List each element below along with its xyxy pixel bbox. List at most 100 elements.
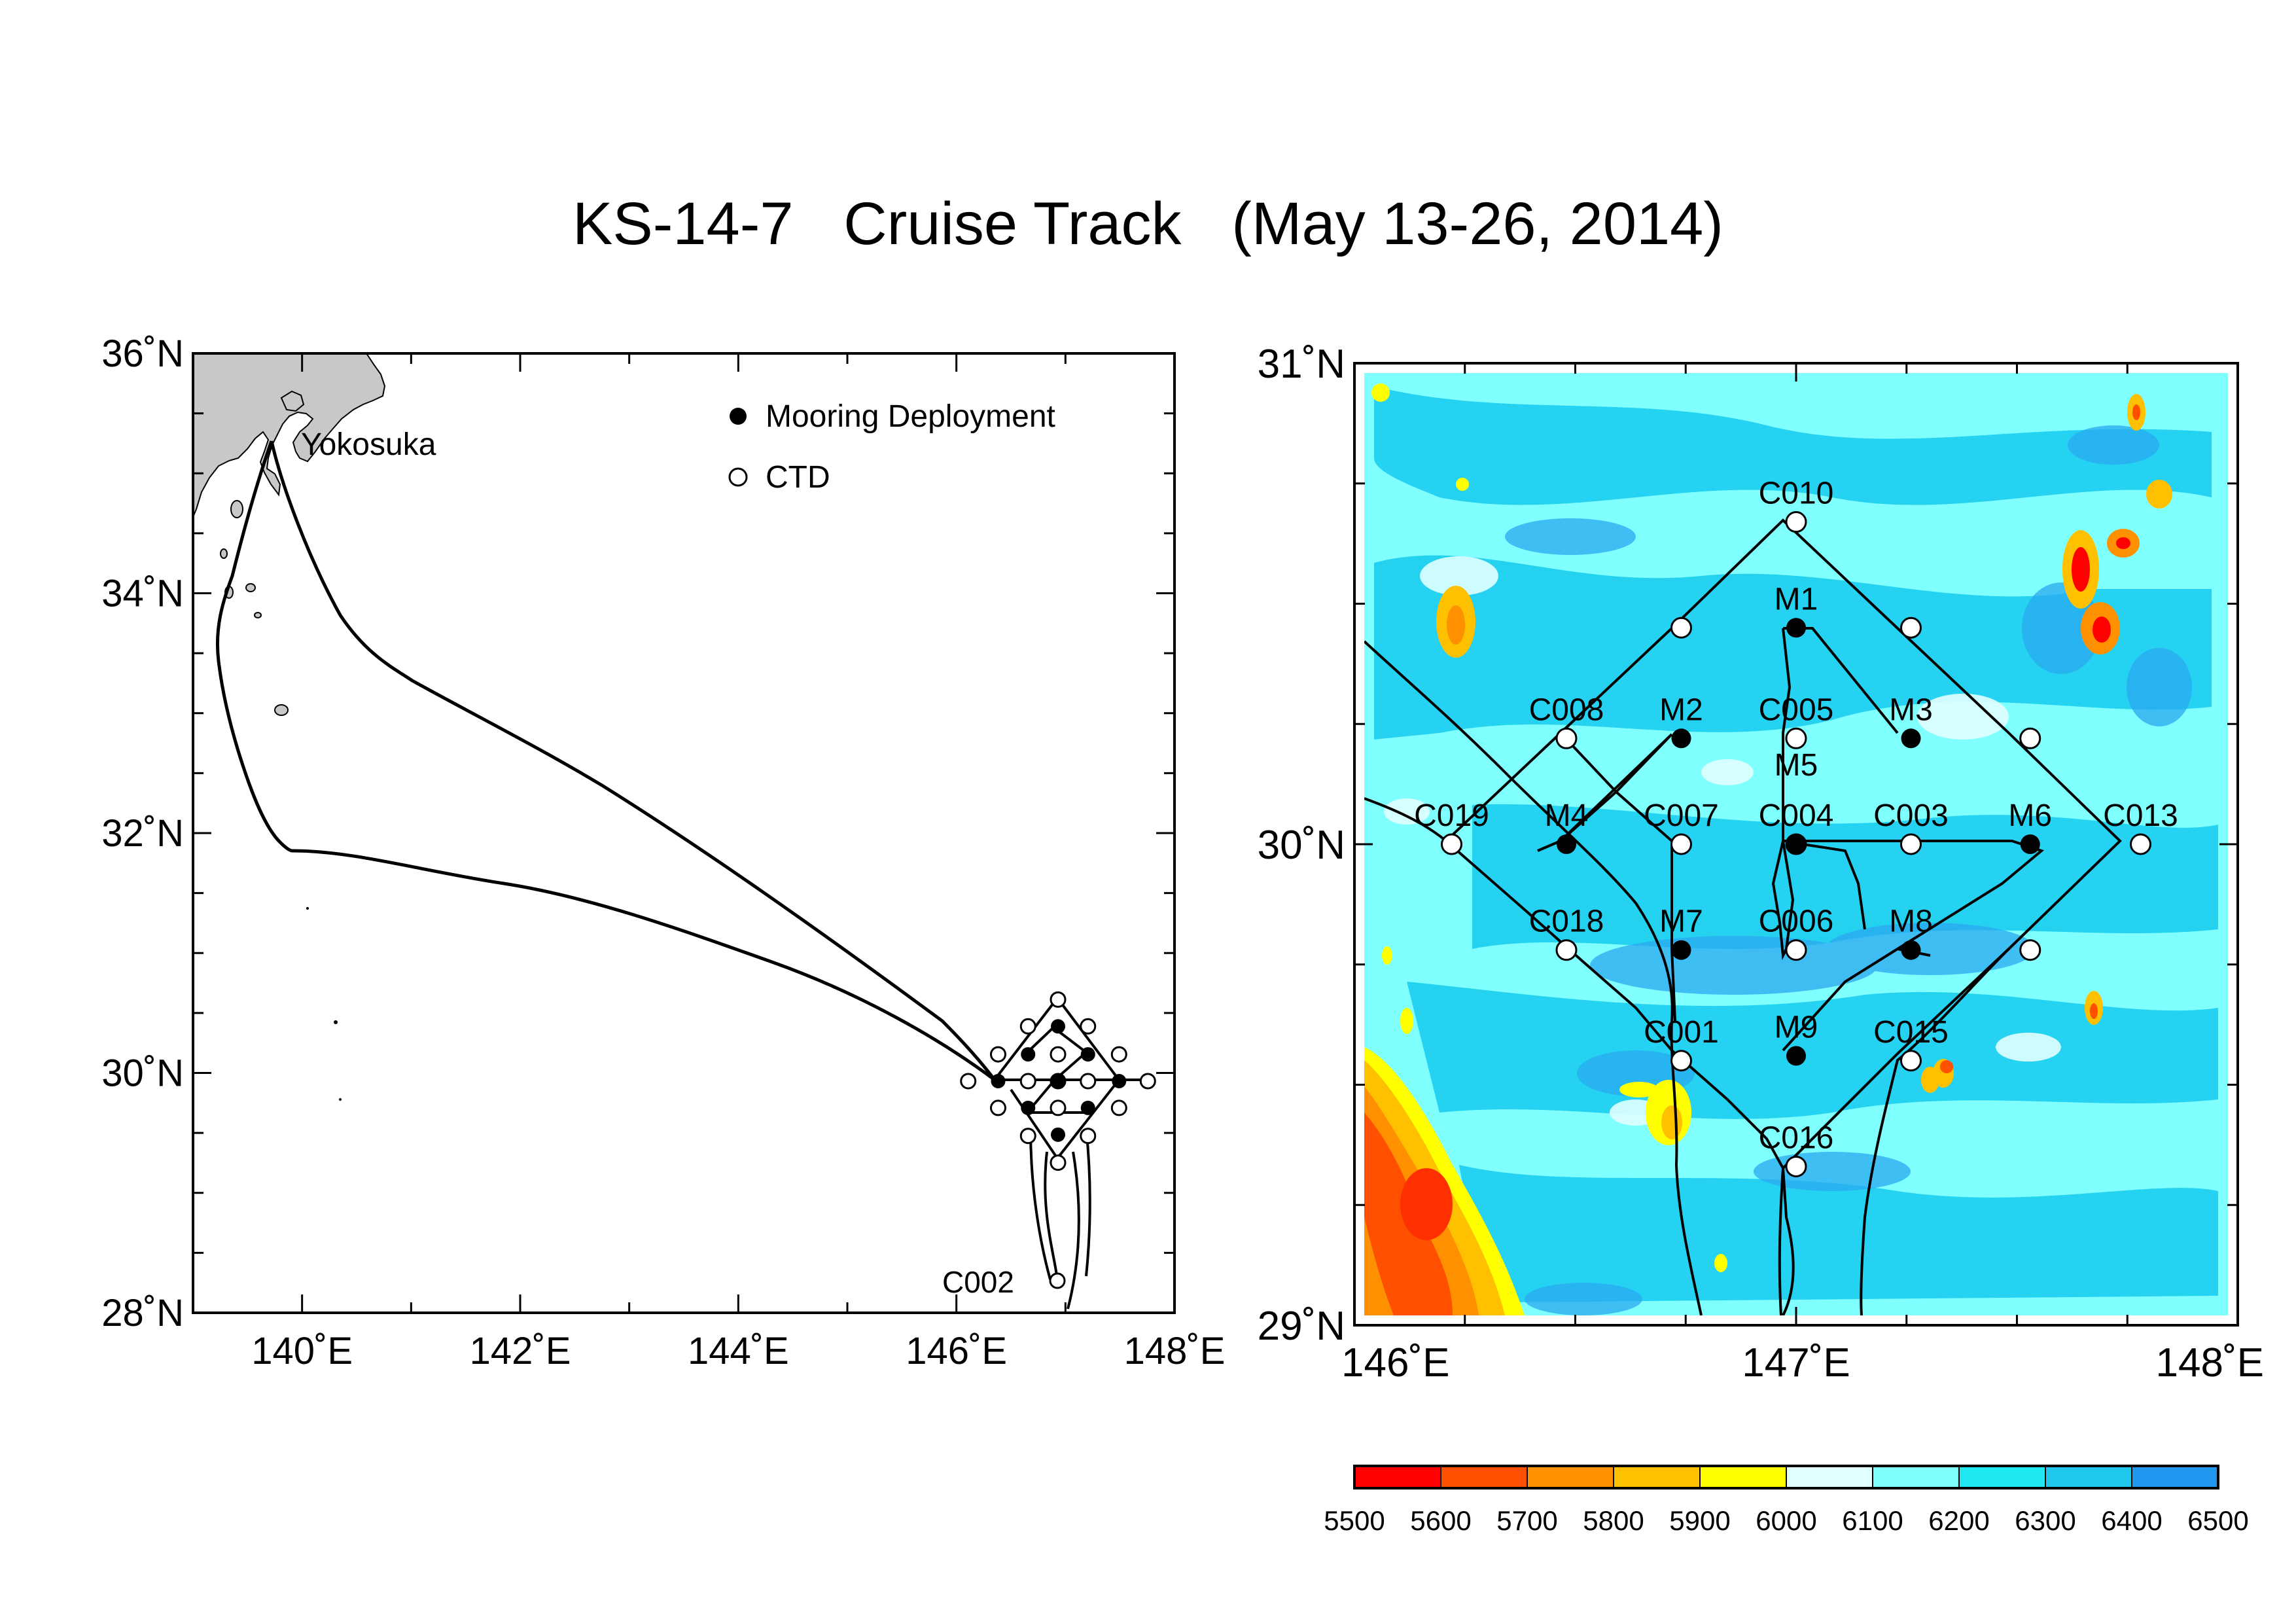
colorbar-label: 5800 <box>1583 1505 1644 1536</box>
mooring-marker <box>1021 1047 1036 1062</box>
colorbar-label: 6400 <box>2101 1505 2162 1536</box>
ctd-marker <box>1900 616 1922 639</box>
ctd-marker <box>1785 939 1807 961</box>
colorbar-swatch <box>1354 1465 1441 1489</box>
depth-colorbar: 5500 5600 5700 5800 5900 6000 6100 6200 6300 6400… <box>1324 1465 2249 1536</box>
ctd-marker <box>1900 833 1922 855</box>
ctd-marker <box>1785 727 1807 749</box>
cruise-track <box>1445 518 2122 1315</box>
cruise-track <box>1860 948 2010 1315</box>
ctd-marker <box>2019 727 2041 749</box>
mooring-marker <box>1051 1019 1065 1034</box>
ctd-label: C008 <box>1529 692 1604 727</box>
ctd-marker <box>1019 1073 1036 1090</box>
mooring-label: M9 <box>1775 1010 1818 1044</box>
mooring-marker <box>1112 1074 1127 1088</box>
land-japan <box>193 353 386 518</box>
x-tick-label: 144˚E <box>688 1330 789 1372</box>
mooring-label: M7 <box>1659 904 1703 939</box>
mooring-label: M2 <box>1659 692 1703 727</box>
x-tick-label: 148˚E <box>2156 1340 2264 1385</box>
y-tick-label: 28˚N <box>101 1292 184 1334</box>
mooring-marker <box>1671 940 1691 960</box>
legend: Mooring Deployment CTD <box>728 399 1055 495</box>
mooring-marker <box>1786 834 1806 854</box>
x-tick-label: 146˚E <box>906 1330 1007 1372</box>
x-tick-label: 140˚E <box>251 1330 353 1372</box>
mooring-marker <box>1021 1100 1036 1115</box>
y-tick-label: 29˚N <box>1258 1304 1345 1349</box>
colorbar-label: 5900 <box>1669 1505 1730 1536</box>
y-tick-label: 34˚N <box>101 573 184 615</box>
colorbar-swatch <box>2045 1465 2132 1489</box>
detail-map: C010 C008 C005 C019 C007 C004 C003 C013 C018 C006… <box>1258 342 2264 1385</box>
ctd-marker <box>1785 511 1807 533</box>
ctd-label: C007 <box>1644 798 1719 833</box>
ctd-marker <box>1050 1099 1067 1116</box>
ctd-marker <box>2130 833 2151 855</box>
island <box>254 612 262 618</box>
colorbar-swatch <box>1786 1465 1873 1489</box>
colorbar-label: 6100 <box>1842 1505 1903 1536</box>
mooring-marker <box>991 1074 1006 1088</box>
mooring-marker <box>1051 1127 1065 1142</box>
mooring-label: M6 <box>2008 798 2052 833</box>
ctd-marker <box>1139 1073 1156 1090</box>
island <box>306 907 309 910</box>
mooring-marker <box>2020 834 2040 854</box>
overview-stations <box>960 991 1156 1289</box>
island <box>245 583 256 592</box>
ctd-label: C010 <box>1759 476 1834 511</box>
island <box>334 1020 338 1024</box>
cruise-track <box>270 440 996 1081</box>
ctd-label: C005 <box>1759 692 1834 727</box>
ctd-marker <box>989 1099 1006 1116</box>
mooring-marker <box>1671 728 1691 749</box>
x-tick-label: 142˚E <box>470 1330 571 1372</box>
ctd-marker <box>1785 1155 1807 1177</box>
ctd-marker <box>1080 1018 1097 1035</box>
bathymetry-shallow <box>1384 556 2061 1126</box>
ctd-marker <box>1019 1128 1036 1145</box>
ctd-marker <box>1555 727 1578 749</box>
ctd-marker <box>1019 1018 1036 1035</box>
island <box>339 1098 342 1101</box>
y-tick-label: 32˚N <box>101 812 184 855</box>
ctd-marker <box>1900 1050 1922 1072</box>
colorbar-label: 6500 <box>2187 1505 2248 1536</box>
mooring-label: M1 <box>1775 582 1818 616</box>
ctd-legend-marker <box>728 467 748 487</box>
ctd-marker <box>960 1073 977 1090</box>
mooring-marker <box>1557 834 1576 854</box>
land-boso <box>280 390 305 412</box>
mooring-marker <box>1080 1047 1095 1062</box>
ctd-label: C016 <box>1759 1120 1834 1155</box>
colorbar-swatch <box>1872 1465 1960 1489</box>
island <box>274 704 289 716</box>
ctd-marker <box>2019 939 2041 961</box>
bathymetry-seamounts <box>1364 383 2172 1315</box>
cruise-track <box>1364 797 1785 1315</box>
ctd-marker <box>989 1046 1006 1063</box>
mooring-label: M5 <box>1775 748 1818 783</box>
colorbar-swatch <box>1613 1465 1701 1489</box>
mooring-marker <box>1901 728 1921 749</box>
page-title: KS-14-7 Cruise Track (May 13-26, 2014) <box>573 190 1723 257</box>
colorbar-label: 5600 <box>1410 1505 1471 1536</box>
survey-stations: C010 C008 C005 C019 C007 C004 C003 C013 C018 C006… <box>1414 476 2178 1177</box>
y-tick-label: 30˚N <box>1258 823 1345 868</box>
ctd-label: C006 <box>1759 904 1834 939</box>
ctd-label: C015 <box>1873 1015 1949 1050</box>
colorbar-swatch <box>2131 1465 2219 1489</box>
overview-map: 140˚E 142˚E 144˚E 146˚E 148˚E 28˚N 30˚N 32˚N 34˚… <box>101 332 1225 1372</box>
colorbar-label: 5500 <box>1324 1505 1385 1536</box>
ctd-marker <box>1050 1046 1067 1063</box>
colorbar-swatch <box>1527 1465 1614 1489</box>
y-tick-label: 30˚N <box>101 1052 184 1095</box>
colorbar-label: 6300 <box>2015 1505 2075 1536</box>
ctd-marker <box>1050 991 1067 1008</box>
mooring-label: M4 <box>1545 798 1589 833</box>
ctd-marker <box>1050 1154 1067 1171</box>
ctd-marker-c002 <box>1049 1272 1066 1289</box>
colorbar-swatch <box>1958 1465 2046 1489</box>
